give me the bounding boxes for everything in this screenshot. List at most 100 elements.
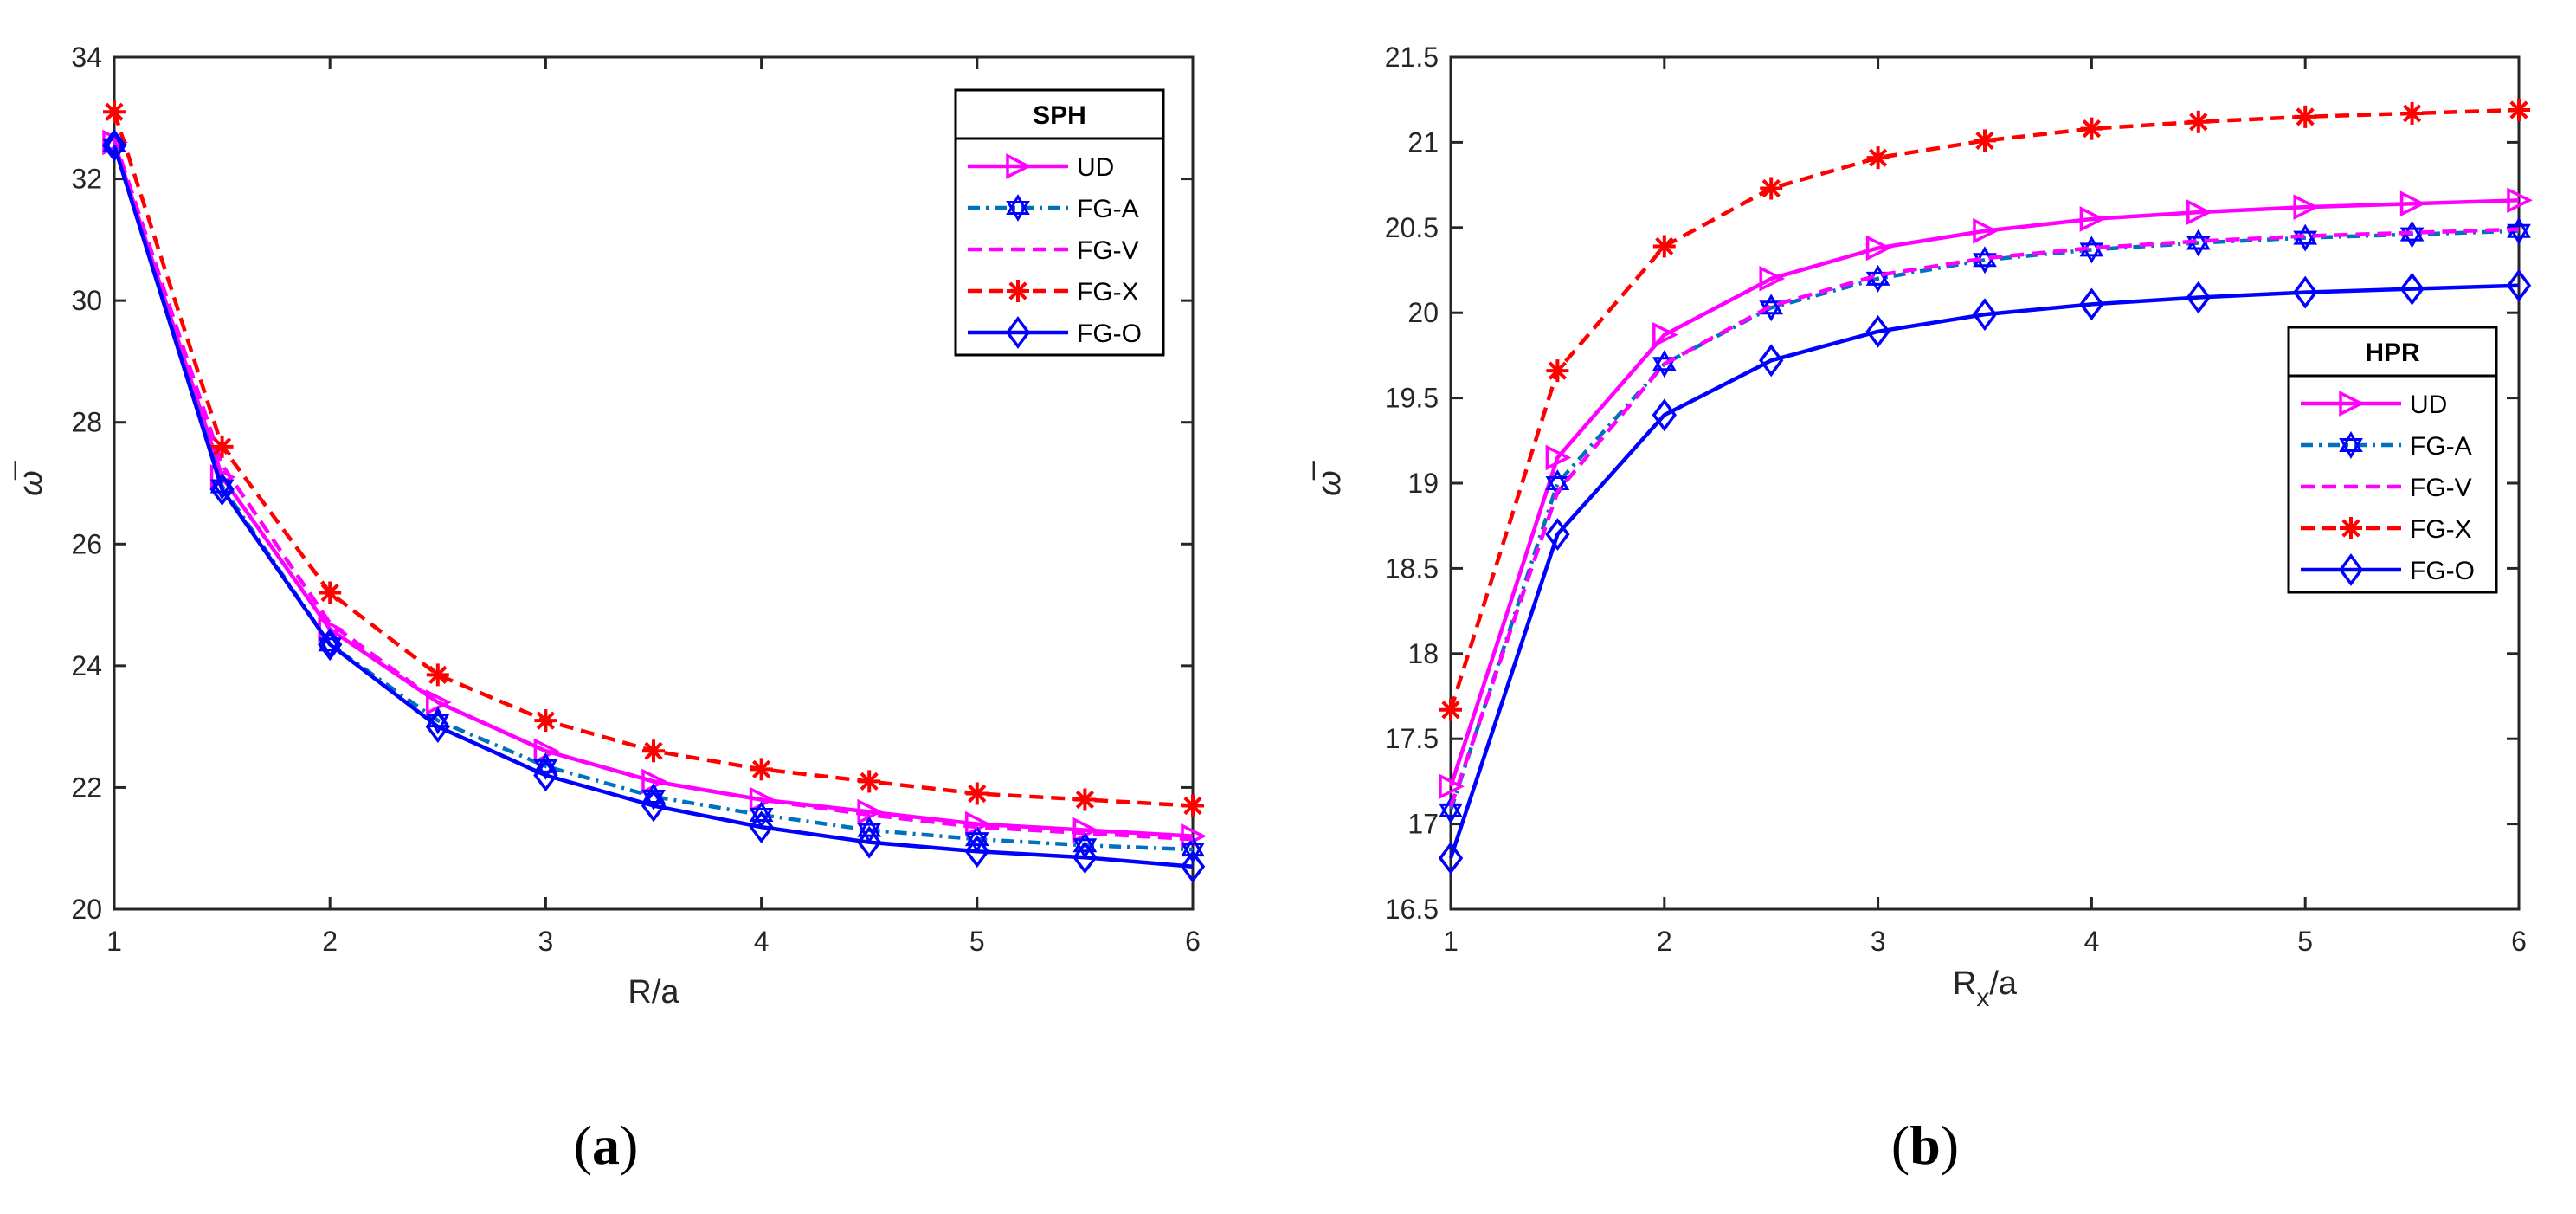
legend-marker-b-ud-shape (2339, 391, 2365, 417)
point-a-fg-x-6-stroke (751, 759, 771, 778)
point-b-fg-x-9 (2400, 101, 2424, 125)
point-b-fg-o-10-shape (2506, 268, 2532, 302)
point-a-fg-a-9-shape-up (1072, 831, 1098, 853)
y-tick-label-a-4: 28 (71, 407, 102, 438)
point-a-fg-x-4 (534, 709, 557, 733)
x-tick-label-b-0: 1 (1443, 926, 1459, 957)
legend-marker-b-ud (2339, 391, 2365, 417)
caption-a: (a) (574, 1114, 639, 1176)
point-b-fg-a-4-shape-down (1865, 271, 1890, 293)
point-b-fg-a-6-shape-down (2079, 242, 2104, 264)
point-a-fg-x-4-stroke (536, 711, 556, 730)
legend-marker-a-fg-x (1007, 280, 1029, 302)
point-a-fg-x-0-stroke (105, 102, 124, 121)
point-b-fg-x-4 (1866, 146, 1890, 170)
legend-marker-a-ud (1006, 153, 1032, 179)
point-a-fg-x-7 (858, 770, 881, 793)
legend-marker-b-fg-a (2339, 430, 2363, 460)
point-a-fg-o-7-shape (857, 825, 882, 859)
x-axis-label-b: Rx/a (1953, 965, 2018, 1012)
series-line-a-fg-v (112, 139, 1194, 842)
point-b-fg-x-10 (2508, 99, 2530, 122)
point-b-fg-x-6-stroke (2082, 119, 2102, 139)
point-b-ud-7 (2186, 199, 2212, 225)
legend-box-b (2287, 326, 2498, 594)
legend-label-b-fg-x: FG-X (2410, 515, 2472, 544)
point-b-ud-5 (1973, 217, 1999, 244)
x-tick-label-a-4: 5 (969, 926, 985, 957)
legend-marker-b-fg-a-shape-down (2339, 438, 2363, 460)
point-b-fg-o-1 (1545, 518, 1570, 551)
point-a-fg-o-7 (857, 825, 882, 859)
point-a-fg-x-1-stroke (212, 437, 232, 456)
point-a-fg-x-1 (210, 435, 234, 458)
legend-marker-a-fg-a-shape-down (1006, 201, 1030, 223)
point-a-fg-x-10 (1182, 794, 1204, 817)
point-a-fg-x-5-stroke (644, 741, 663, 760)
point-b-fg-o-4 (1865, 314, 1890, 348)
point-a-fg-x-2 (319, 581, 342, 604)
legend-title-b: HPR (2365, 339, 2420, 367)
point-b-ud-7-shape (2186, 199, 2212, 225)
legend-marker-a-fg-o-shape (1005, 316, 1031, 349)
point-a-fg-o-1 (209, 473, 235, 506)
x-tick-label-b-3: 4 (2084, 926, 2100, 957)
x-tick-label-a-5: 6 (1185, 926, 1201, 957)
legend-label-a-fg-a: FG-A (1077, 195, 1139, 223)
point-b-fg-x-8 (2294, 105, 2317, 128)
point-a-fg-o-9-shape (1072, 841, 1098, 875)
point-b-fg-a-1-shape-down (1545, 476, 1570, 498)
point-a-fg-x-9 (1073, 788, 1097, 811)
point-a-fg-a-4-shape-up (533, 752, 558, 773)
y-tick-label-a-2: 24 (71, 650, 102, 681)
chart-panel-b: 1 2 3 4 5 6 16.5 17 17.5 18 18.5 19 19.5 20 20.5 21 21.5… (1311, 42, 2533, 1176)
point-b-fg-o-9-shape (2399, 272, 2425, 306)
point-a-fg-a-7-shape-up (857, 816, 882, 837)
point-b-fg-a-9-shape-down (2399, 227, 2425, 249)
point-a-fg-o-3-shape (425, 710, 450, 744)
legend-label-a-fg-x: FG-X (1077, 278, 1139, 307)
point-b-fg-a-7-shape-down (2186, 236, 2211, 257)
point-b-fg-x-0 (1439, 698, 1462, 721)
point-a-fg-o-0-shape (101, 128, 127, 162)
point-b-fg-o-2 (1652, 398, 1677, 432)
point-a-fg-x-3 (426, 663, 449, 687)
point-b-fg-a-8-shape-down (2293, 230, 2318, 252)
y-tick-label-b-8: 20.5 (1385, 212, 1439, 243)
series-line-b-fg-v (1448, 227, 2520, 808)
y-tick-label-a-7: 34 (71, 42, 102, 73)
x-tick-label-a-1: 2 (322, 926, 338, 957)
y-tick-label-b-1: 17 (1407, 809, 1439, 840)
point-a-fg-a-1-shape-down (209, 479, 235, 500)
point-a-fg-a-10-shape-down (1181, 843, 1205, 864)
point-b-fg-x-8-stroke (2296, 107, 2315, 126)
point-b-ud-8-shape (2293, 194, 2320, 221)
point-b-fg-a-5-shape-down (1973, 253, 1997, 274)
y-tick-label-b-4: 18.5 (1385, 552, 1439, 584)
point-b-fg-x-9-stroke (2402, 104, 2422, 123)
point-a-fg-a-5-shape-up (641, 782, 666, 804)
point-b-fg-o-9 (2399, 272, 2425, 306)
point-a-fg-o-2 (318, 628, 343, 662)
legend-label-a-fg-v: FG-V (1077, 236, 1139, 265)
point-b-ud-9-shape (2399, 190, 2426, 217)
x-tick-label-b-1: 2 (1657, 926, 1672, 957)
point-a-fg-o-4 (533, 759, 558, 792)
legend-marker-a-fg-a (1006, 193, 1030, 223)
legend-b: HPR UD FG-A FG-V FG-X FG-O (2287, 326, 2498, 594)
point-b-fg-x-1 (1546, 359, 1569, 383)
point-b-ud-3 (1759, 266, 1786, 292)
legend-title-a: SPH (1033, 101, 1086, 130)
legend-a: SPH UD FG-A FG-V FG-X FG-O (954, 88, 1165, 357)
point-b-ud-4 (1865, 235, 1892, 262)
legend-marker-b-fg-x (2340, 517, 2362, 539)
point-b-ud-2 (1652, 321, 1678, 348)
point-a-fg-o-1-shape (209, 473, 235, 506)
legend-marker-b-fg-a-shape-up (2339, 430, 2363, 452)
point-b-fg-x-2-stroke (1655, 236, 1674, 256)
x-tick-label-b-2: 3 (1871, 926, 1886, 957)
x-tick-label-a-3: 4 (754, 926, 770, 957)
x-tick-label-a-2: 3 (538, 926, 554, 957)
